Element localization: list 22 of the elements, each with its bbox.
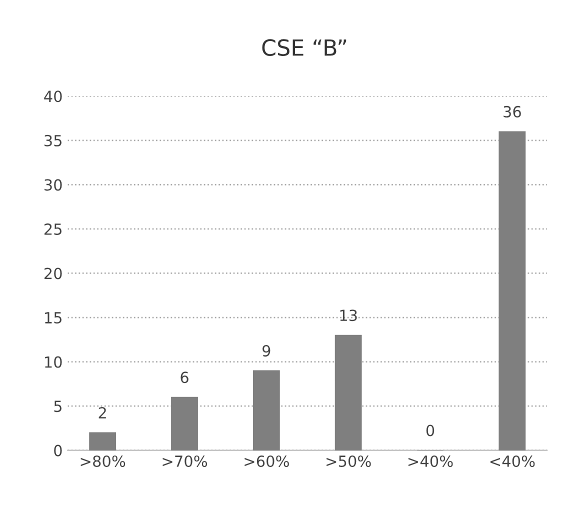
y-tick-label: 0 bbox=[54, 444, 62, 456]
x-tick-label: >40% bbox=[408, 455, 453, 468]
y-tick-label: 25 bbox=[44, 223, 62, 235]
y-tick-label: 5 bbox=[54, 400, 62, 412]
y-tick-label: 40 bbox=[44, 90, 62, 102]
x-tick-label: >60% bbox=[244, 455, 289, 468]
chart-title: CSE “B” bbox=[262, 39, 346, 56]
y-tick-label: 10 bbox=[45, 356, 62, 368]
data-label: 0 bbox=[426, 424, 434, 436]
y-tick-label: 20 bbox=[44, 268, 62, 280]
y-tick-label: 15 bbox=[45, 312, 62, 324]
y-tick-label: 30 bbox=[44, 179, 62, 191]
y-tick-label: 35 bbox=[44, 134, 62, 146]
x-tick-label: <40% bbox=[490, 455, 535, 468]
data-label: 9 bbox=[262, 345, 270, 357]
data-label: 36 bbox=[504, 106, 521, 118]
data-label: 2 bbox=[98, 407, 106, 418]
x-tick-label: >80% bbox=[80, 455, 126, 468]
data-label: 13 bbox=[340, 310, 357, 322]
x-tick-label: >50% bbox=[326, 455, 371, 468]
x-tick-label: >70% bbox=[162, 455, 208, 468]
data-label: 6 bbox=[180, 372, 188, 384]
